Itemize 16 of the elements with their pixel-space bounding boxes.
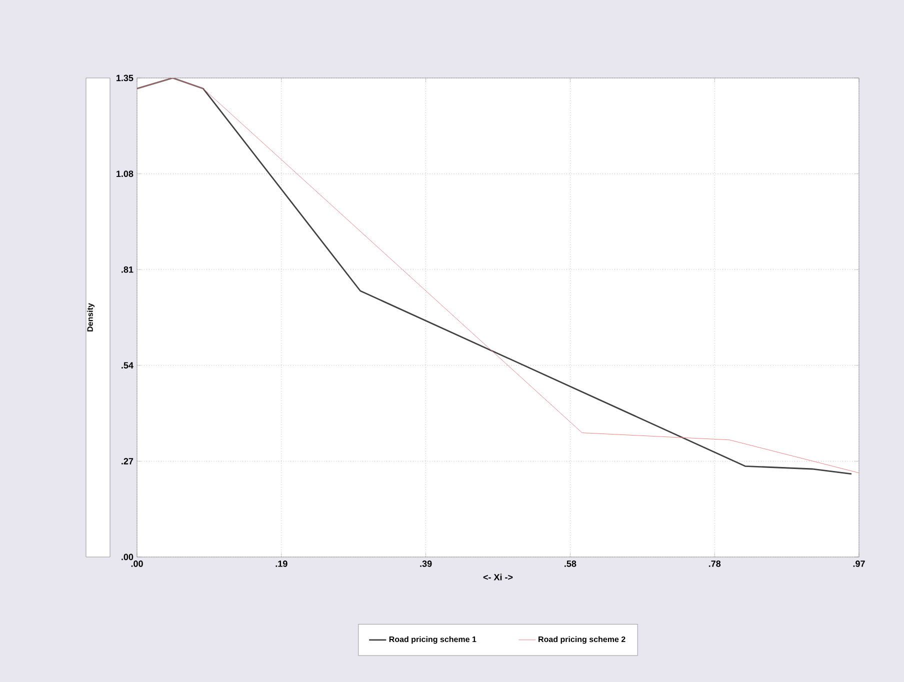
- legend-label: Road pricing scheme 1: [389, 636, 476, 644]
- x-tick-label: .39: [420, 560, 432, 567]
- y-tick-label: 1.35: [116, 74, 134, 82]
- legend-label: Road pricing scheme 2: [538, 636, 626, 644]
- x-tick-label: .58: [564, 560, 576, 567]
- y-tick-label: .27: [122, 458, 134, 464]
- x-tick-label: .97: [853, 560, 865, 567]
- y-tick-label: .00: [122, 554, 134, 560]
- x-axis-title: <- Xi ->: [483, 574, 513, 580]
- y-tick-label: 1.08: [116, 170, 134, 177]
- x-tick-label: .78: [708, 560, 721, 567]
- y-tick-label: .81: [122, 266, 134, 273]
- x-tick-label: .19: [276, 560, 288, 567]
- y-axis-title: Density: [87, 303, 94, 332]
- x-tick-label: .00: [131, 560, 143, 567]
- y-tick-label: .54: [122, 362, 134, 369]
